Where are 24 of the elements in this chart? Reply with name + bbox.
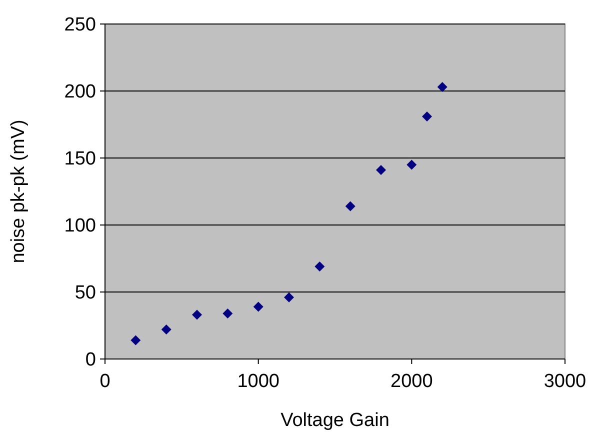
point: [192, 310, 202, 320]
point: [253, 302, 264, 312]
point: [376, 165, 386, 176]
y-tick-label: 150: [64, 148, 96, 170]
point: [345, 201, 356, 212]
x-tick-label: 2000: [390, 371, 433, 392]
y-tick-label: 200: [64, 82, 96, 103]
point: [222, 308, 233, 318]
y-axis-title: noise pk-pk (mV): [8, 120, 29, 264]
point: [161, 324, 172, 335]
y-tick-label: 100: [64, 216, 96, 237]
point: [130, 335, 141, 346]
x-tick-label: 0: [100, 371, 110, 392]
y-tick-label: 250: [64, 14, 96, 36]
x-axis-title: Voltage Gain: [280, 410, 390, 431]
point: [422, 111, 432, 122]
y-tick-label: 0: [85, 350, 96, 371]
point: [437, 82, 448, 92]
y-tick-label: 50: [74, 282, 96, 304]
point: [314, 262, 325, 272]
point: [284, 292, 294, 302]
x-tick-label: 3000: [544, 371, 586, 392]
point: [406, 160, 417, 170]
x-tick-label: 1000: [237, 371, 280, 392]
